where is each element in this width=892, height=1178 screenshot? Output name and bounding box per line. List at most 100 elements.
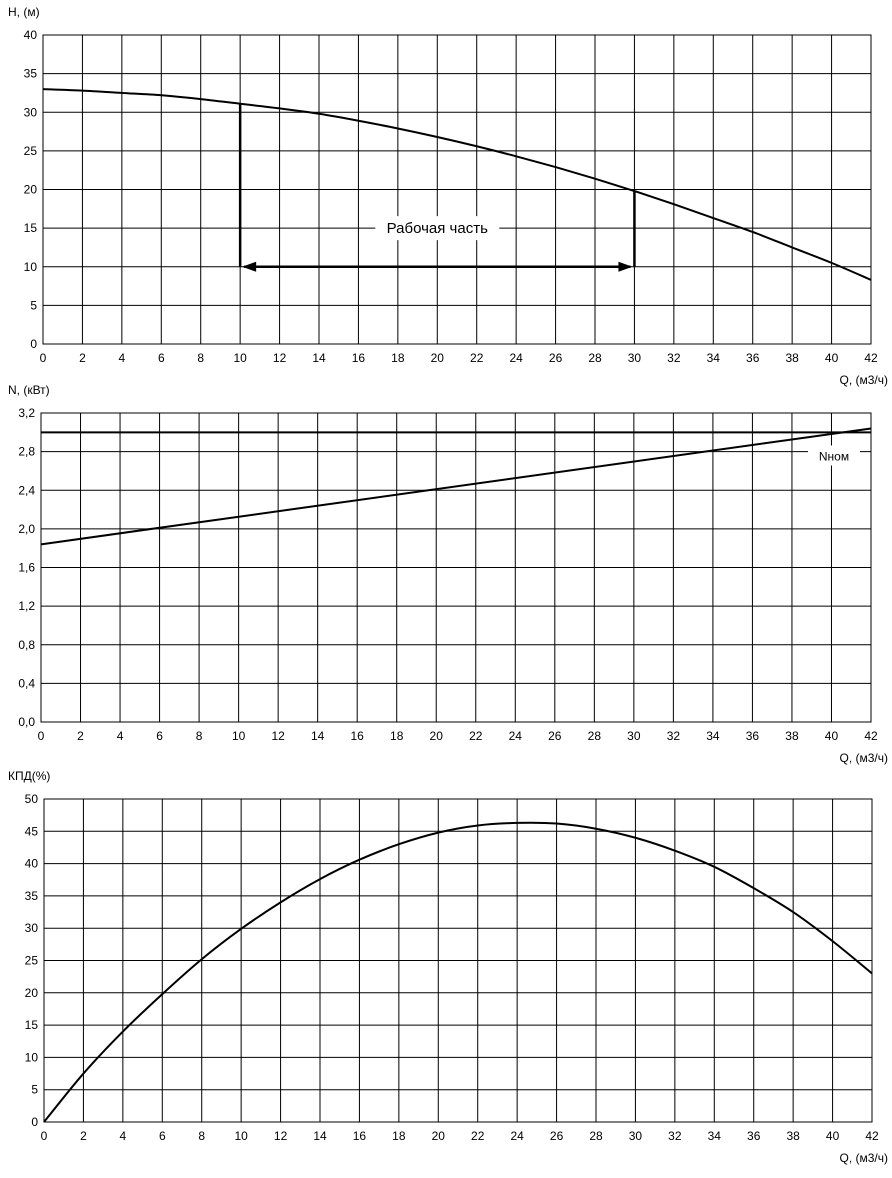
x-tick-label: 22 [470, 351, 484, 365]
y-axis-label: N, (кВт) [8, 383, 50, 397]
annotation-background [375, 216, 500, 241]
work-range-annotation: Рабочая часть [387, 220, 488, 237]
y-tick-label: 40 [25, 857, 39, 871]
y-tick-label: 20 [24, 183, 38, 197]
x-tick-label: 20 [431, 351, 445, 365]
x-tick-label: 14 [311, 729, 325, 743]
y-tick-label: 15 [25, 1018, 39, 1032]
x-tick-label: 10 [234, 1129, 248, 1143]
x-tick-label: 16 [351, 729, 365, 743]
x-tick-label: 24 [510, 1129, 524, 1143]
x-tick-label: 40 [826, 1129, 840, 1143]
x-tick-label: 18 [392, 1129, 406, 1143]
x-tick-label: 4 [120, 1129, 127, 1143]
x-tick-label: 38 [785, 729, 799, 743]
x-tick-label: 10 [233, 351, 247, 365]
y-tick-label: 50 [25, 792, 39, 806]
y-tick-label: 0,0 [18, 715, 35, 729]
plot-frame [42, 34, 872, 345]
x-tick-label: 0 [41, 1129, 48, 1143]
x-tick-label: 40 [825, 729, 839, 743]
x-tick-label: 2 [80, 1129, 87, 1143]
x-axis-label: Q, (м3/ч) [839, 1151, 888, 1165]
x-tick-label: 16 [353, 1129, 367, 1143]
x-tick-label: 34 [708, 1129, 722, 1143]
y-tick-label: 3,2 [18, 406, 35, 420]
x-tick-label: 8 [196, 729, 203, 743]
arrowhead-left [242, 261, 257, 272]
head-chart: 0 2 4 6 8 10 12 14 16 18 20 22 24 26 28 30 32 34 36 38 40 420… [8, 5, 888, 387]
x-tick-label: 10 [232, 729, 246, 743]
x-tick-label: 42 [865, 1129, 879, 1143]
y-tick-label: 2,8 [18, 445, 35, 459]
series-line [43, 821, 873, 1123]
x-tick-label: 6 [159, 1129, 166, 1143]
arrowhead-right [618, 261, 633, 272]
x-axis-label: Q, (м3/ч) [839, 373, 888, 387]
series-line [40, 427, 872, 546]
y-tick-label: 20 [25, 986, 39, 1000]
x-tick-label: 12 [271, 729, 285, 743]
y-tick-label: 1,6 [18, 561, 35, 575]
x-tick-label: 32 [668, 1129, 682, 1143]
x-tick-label: 26 [549, 351, 563, 365]
x-tick-label: 34 [706, 729, 720, 743]
x-tick-label: 20 [432, 1129, 446, 1143]
x-tick-label: 32 [667, 351, 681, 365]
x-tick-label: 24 [509, 351, 523, 365]
x-tick-label: 22 [471, 1129, 485, 1143]
x-tick-label: 22 [469, 729, 483, 743]
y-tick-label: 0,4 [18, 676, 35, 690]
y-tick-label: 2,0 [18, 522, 35, 536]
y-tick-label: 30 [24, 105, 38, 119]
x-tick-label: 0 [40, 351, 47, 365]
y-tick-label: 35 [24, 67, 38, 81]
x-tick-label: 34 [707, 351, 721, 365]
y-tick-label: 10 [24, 260, 38, 274]
y-tick-label: 30 [25, 921, 39, 935]
x-tick-label: 36 [747, 1129, 761, 1143]
x-tick-label: 6 [158, 351, 165, 365]
efficiency-chart: 0 2 4 6 8 10 12 14 16 18 20 22 24 26 28 30 32 34 36 38 40 420… [8, 769, 888, 1165]
y-tick-label: 5 [30, 298, 37, 312]
x-tick-label: 14 [312, 351, 326, 365]
x-tick-label: 26 [548, 729, 562, 743]
x-tick-label: 0 [38, 729, 45, 743]
x-tick-label: 8 [198, 1129, 205, 1143]
x-tick-label: 28 [589, 1129, 603, 1143]
y-tick-label: 5 [31, 1083, 38, 1097]
y-tick-label: 0 [31, 1115, 38, 1129]
y-tick-label: 0 [30, 337, 37, 351]
series-line [42, 88, 872, 281]
nominal-label-background [808, 445, 860, 466]
x-tick-label: 6 [156, 729, 163, 743]
nominal-power-label: Nном [819, 449, 849, 463]
y-axis-label: КПД(%) [8, 769, 50, 783]
y-tick-label: 25 [24, 144, 38, 158]
y-tick-label: 2,4 [18, 483, 35, 497]
y-axis-label: H, (м) [8, 5, 40, 19]
y-tick-label: 15 [24, 221, 38, 235]
plot-frame [40, 412, 872, 723]
y-tick-label: 25 [25, 954, 39, 968]
x-tick-label: 18 [391, 351, 405, 365]
x-tick-label: 2 [79, 351, 86, 365]
x-tick-label: 30 [627, 729, 641, 743]
x-tick-label: 24 [509, 729, 523, 743]
y-tick-label: 1,2 [18, 599, 35, 613]
y-tick-label: 45 [25, 824, 39, 838]
y-tick-label: 40 [24, 28, 38, 42]
x-tick-label: 42 [864, 729, 878, 743]
x-tick-label: 30 [628, 351, 642, 365]
x-tick-label: 42 [864, 351, 878, 365]
x-tick-label: 4 [117, 729, 124, 743]
x-tick-label: 36 [746, 729, 760, 743]
x-tick-label: 40 [825, 351, 839, 365]
x-tick-label: 36 [746, 351, 760, 365]
x-tick-label: 12 [274, 1129, 288, 1143]
x-tick-label: 16 [352, 351, 366, 365]
x-tick-label: 32 [667, 729, 681, 743]
x-tick-label: 38 [785, 351, 799, 365]
x-tick-label: 28 [588, 351, 602, 365]
